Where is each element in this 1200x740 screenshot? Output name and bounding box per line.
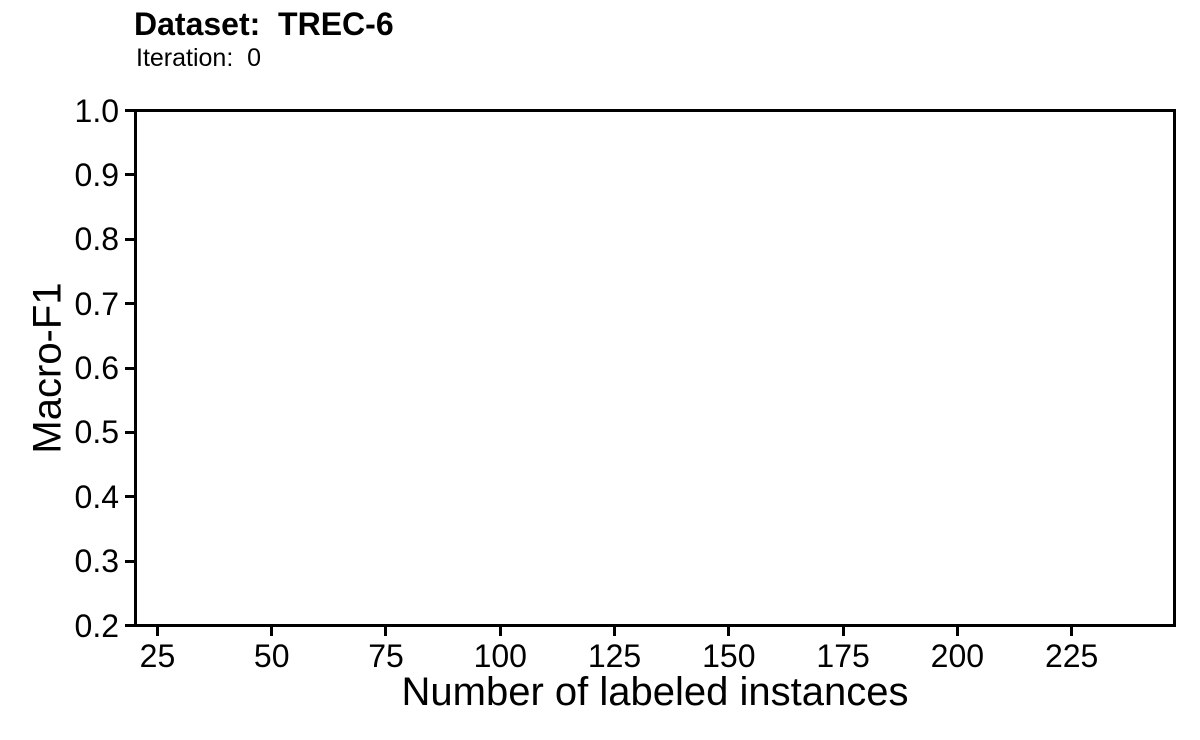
chart-title: Dataset: TREC-6: [134, 6, 394, 42]
x-tick-label: 75: [368, 638, 404, 674]
x-tick-label: 150: [702, 638, 756, 674]
x-tick-label: 50: [253, 638, 290, 674]
x-tick-mark: [1070, 627, 1074, 636]
x-tick-mark: [841, 627, 845, 636]
x-tick-label: 100: [473, 638, 527, 674]
x-tick-mark: [155, 627, 159, 636]
x-tick-label: 200: [930, 638, 985, 674]
y-tick-mark: [125, 495, 134, 499]
chart-subtitle: Iteration: 0: [136, 44, 262, 72]
x-tick-mark: [727, 627, 731, 636]
y-tick-label: 0.4: [74, 478, 119, 515]
x-tick-mark: [613, 627, 617, 636]
x-tick-mark: [270, 627, 274, 636]
x-tick-label: 175: [816, 638, 870, 674]
y-tick-mark: [125, 237, 134, 241]
y-tick-label: 0.3: [74, 543, 119, 580]
y-tick-mark: [125, 624, 134, 627]
y-tick-label: 0.5: [74, 414, 119, 451]
x-tick-mark: [955, 627, 959, 636]
y-tick-mark: [125, 173, 134, 177]
y-tick-label: 0.2: [74, 607, 119, 644]
y-tick-mark: [125, 109, 134, 112]
x-axis-label: Number of labeled instances: [401, 670, 909, 714]
x-tick-mark: [498, 627, 502, 636]
x-tick-mark: [384, 627, 388, 636]
y-tick-label: 0.6: [74, 350, 119, 386]
x-tick-label: 125: [587, 638, 642, 674]
y-tick-mark: [125, 302, 134, 306]
y-tick-label: 0.9: [74, 156, 119, 193]
x-tick-label: 25: [139, 638, 176, 674]
x-tick-label: 225: [1044, 638, 1099, 674]
y-tick-mark: [125, 430, 134, 434]
y-tick-mark: [125, 559, 134, 563]
y-tick-mark: [125, 366, 134, 370]
plot-area: [134, 109, 1176, 627]
y-tick-label: 1.0: [74, 92, 119, 129]
y-tick-label: 0.8: [74, 221, 119, 258]
y-tick-label: 0.7: [74, 285, 119, 322]
